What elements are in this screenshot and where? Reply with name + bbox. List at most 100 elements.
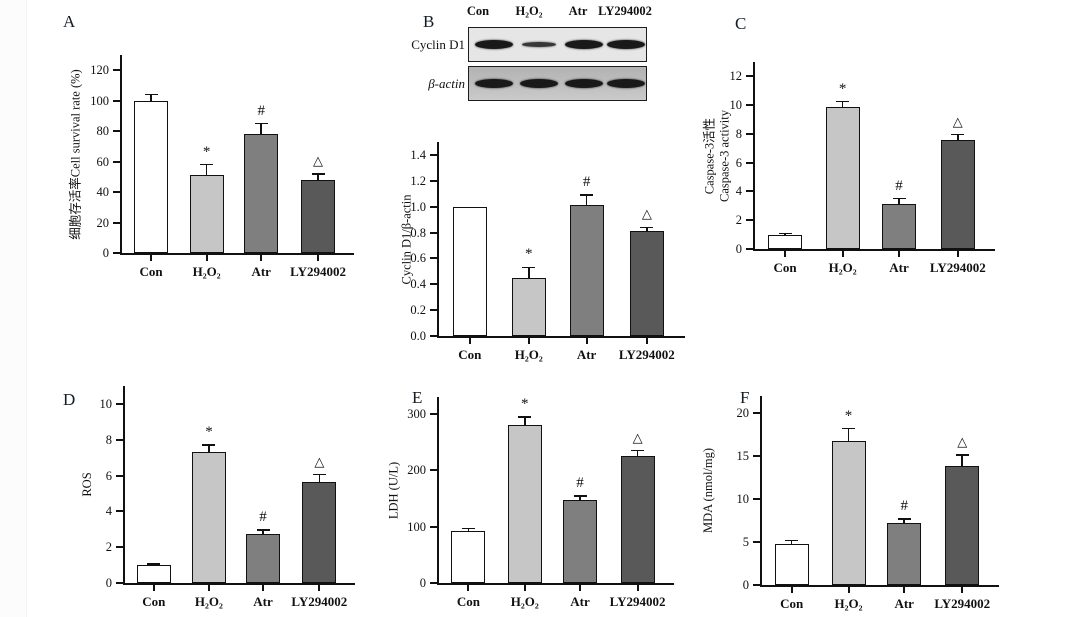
bar (451, 530, 486, 583)
blot-column-label: H₂O₂ (515, 4, 543, 18)
y-tick (753, 498, 762, 501)
y-tick (430, 309, 439, 312)
blot-row-label: Cyclin D1 (411, 37, 465, 52)
blot-strip (468, 66, 647, 101)
y-tick-label: 4 (105, 504, 112, 519)
bar (831, 440, 866, 585)
blot-column-label: Con (466, 4, 490, 18)
y-tick (430, 231, 439, 234)
bar (134, 100, 168, 253)
x-tick (207, 585, 210, 591)
category-label: LY294002 (609, 594, 666, 609)
y-axis-label: 细胞存活率Cell survival rate (%) (68, 68, 83, 240)
chart-ldh: 0 100 200 300 Con * H₂O₂ # Atr △ LY294002 LDH (U/L) (385, 383, 735, 615)
y-tick-label: 0 (105, 576, 112, 590)
error-bar-cap (892, 197, 906, 200)
error-bar-cap (842, 427, 855, 430)
blot-band (606, 79, 645, 88)
y-tick-label: 0 (742, 578, 749, 592)
y-tick (113, 69, 122, 72)
panel-C: C 0 2 4 6 8 10 12 Con * H₂O₂ # Atr △ LY294002 Caspase-… (702, 8, 1065, 320)
y-tick (430, 525, 439, 528)
x-tick (961, 587, 964, 593)
panel-label-A: A (63, 12, 76, 31)
significance-marker: * (838, 80, 847, 97)
x-tick (903, 587, 906, 593)
blot-strip (468, 27, 647, 62)
blot-column-label: Atr (568, 4, 588, 18)
y-tick (113, 99, 122, 102)
y-tick (753, 455, 762, 458)
western-blot: Con H₂O₂ Atr LY294002 Cyclin D1 β-actin (393, 0, 705, 378)
error-bar-line (636, 450, 639, 457)
y-tick (430, 179, 439, 182)
y-tick (116, 438, 125, 441)
significance-marker: * (202, 143, 211, 160)
error-bar-cap (897, 518, 911, 520)
error-bar-cap (640, 226, 654, 229)
y-tick-label: 10 (736, 492, 750, 507)
y-tick (746, 132, 755, 135)
significance-marker: △ (957, 434, 968, 450)
y-tick-label: 0 (419, 576, 426, 590)
significance-marker: * (844, 407, 853, 424)
error-bar-line (841, 101, 844, 107)
blot-band (475, 40, 514, 49)
x-tick (152, 585, 155, 591)
y-tick (430, 582, 439, 584)
significance-marker: * (521, 396, 529, 413)
category-label: H₂O₂ (510, 594, 539, 609)
category-label: Atr (889, 260, 909, 275)
y-tick-label: 20 (96, 215, 110, 230)
y-tick-label: 1.4 (410, 147, 426, 162)
y-tick (113, 221, 122, 224)
x-tick (150, 255, 152, 261)
chart-ros: 0 2 4 6 8 10 Con * H₂O₂ # Atr △ LY294002 ROS (30, 383, 390, 615)
y-tick-label: 8 (735, 126, 742, 141)
y-tick-label: 6 (105, 468, 112, 483)
y-axis-label: ROS (79, 472, 94, 497)
bar (940, 139, 975, 249)
significance-marker: # (900, 497, 908, 514)
y-tick (430, 205, 439, 208)
y-tick (113, 160, 122, 163)
y-tick (113, 252, 122, 254)
y-tick-label: 20 (736, 406, 750, 421)
panel-label-F: F (740, 388, 750, 407)
panel-B: B Con H₂O₂ Atr LY294002 Cyclin D1 β-actin 0.0… (393, 0, 705, 378)
y-tick-label: 2 (105, 540, 112, 555)
panel-label-B: B (423, 12, 435, 31)
panel-E: E 0 100 200 300 Con * H₂O₂ # Atr △ LY294002 LDH (U/… (385, 383, 735, 615)
y-axis-label: Cyclin D1/β-actin (399, 193, 414, 285)
y-tick-label: 15 (736, 449, 750, 464)
y-tick (746, 75, 755, 78)
error-bar-cap (144, 93, 158, 96)
y-tick (746, 104, 755, 107)
bar (246, 533, 280, 583)
error-bar-line (205, 164, 208, 176)
category-label: Con (780, 596, 804, 611)
error-bar-line (961, 455, 964, 466)
bar (882, 204, 916, 249)
plot-area: 0 2 4 6 8 10 12 Con * H₂O₂ # Atr △ LY294002 (730, 62, 995, 275)
y-tick (116, 474, 125, 477)
y-tick-label: 0.4 (410, 277, 426, 292)
y-tick-label: 0.2 (410, 303, 426, 318)
category-label: H₂O₂ (834, 596, 863, 611)
x-tick (841, 251, 844, 257)
bar (189, 175, 224, 253)
bar (887, 523, 922, 585)
error-bar-cap (836, 100, 850, 103)
error-bar-line (957, 134, 959, 140)
error-bar-cap (518, 416, 532, 419)
page-edge-strip (0, 0, 27, 617)
significance-marker: △ (313, 152, 324, 168)
significance-marker: # (257, 102, 265, 119)
significance-marker: * (525, 246, 533, 263)
category-label: LY294002 (290, 264, 346, 279)
category-label: H₂O₂ (194, 594, 223, 609)
plot-area: 0.0 0.2 0.4 0.6 0.8 1.0 1.2 1.4 Con * H₂O₂ # Atr △ LY2… (410, 142, 685, 362)
bar (302, 481, 337, 583)
panel-A: A 0 20 40 60 80 100 120 Con * H₂O₂ # Atr △ LY294002 细胞… (30, 8, 390, 320)
chart-mda: 0 5 10 15 20 Con * H₂O₂ # Atr △ LY294002 MDA (nmol/m… (700, 383, 1067, 615)
